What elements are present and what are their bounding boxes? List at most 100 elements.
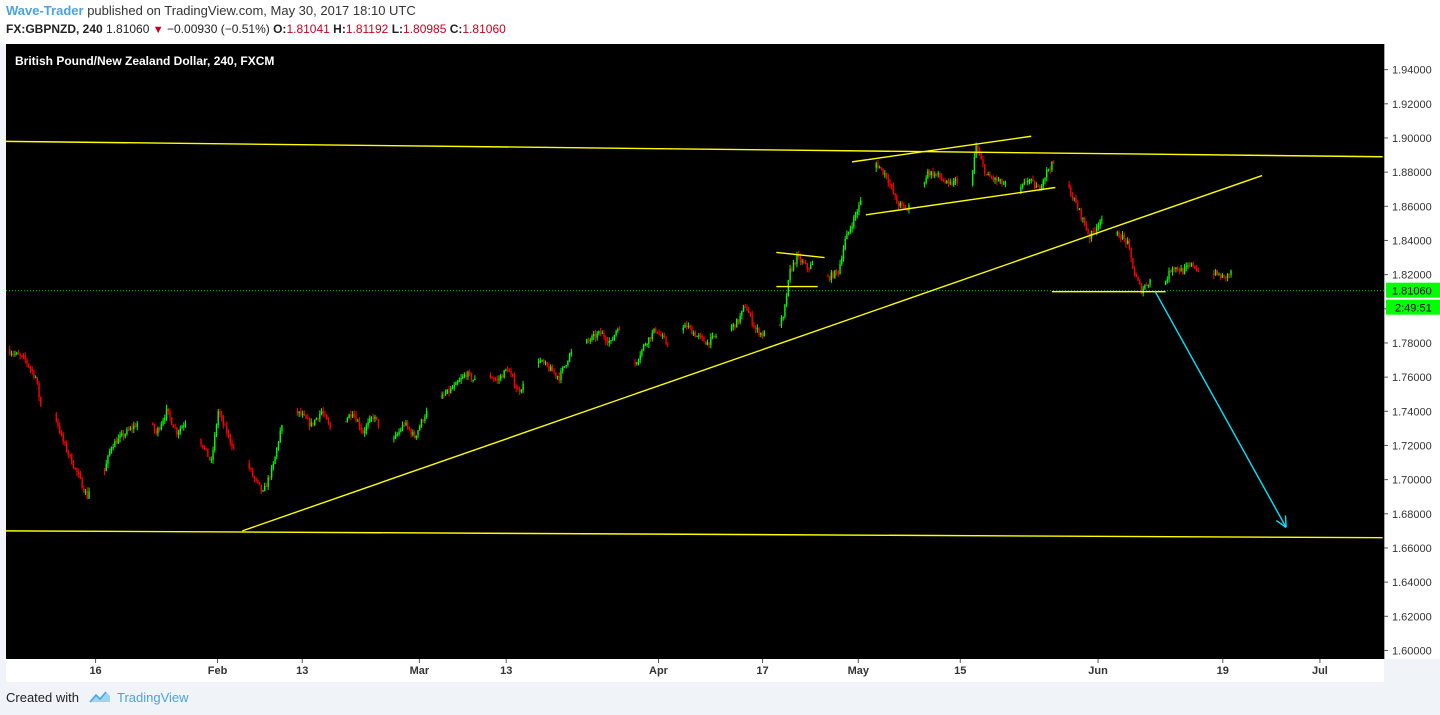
candle-body	[456, 382, 459, 384]
candle-body	[1121, 234, 1124, 239]
candle-body	[984, 164, 986, 174]
last-price: 1.81060	[106, 22, 150, 36]
candle-body	[312, 422, 314, 425]
candle-body	[854, 214, 857, 218]
candle-body	[1125, 238, 1127, 244]
trendline-2[interactable]	[5, 530, 1383, 539]
candle-body	[131, 427, 133, 430]
candle-body	[327, 419, 330, 424]
candle-body	[761, 332, 764, 337]
candle-body	[305, 415, 307, 419]
candle-body	[363, 430, 366, 434]
price-tick-label: 1.90000	[1392, 133, 1432, 145]
candle-body	[1032, 179, 1034, 181]
candle-body	[400, 429, 402, 432]
candle-body	[1147, 284, 1150, 286]
candle-body	[560, 370, 562, 381]
candle-body	[639, 355, 641, 360]
price-tick-label: 1.78000	[1392, 338, 1432, 350]
candle-body	[153, 424, 156, 431]
low-label: L:	[391, 22, 404, 36]
tradingview-logo-icon	[89, 691, 110, 703]
candle-body	[637, 359, 640, 363]
candle-body	[463, 374, 466, 377]
candle-body	[262, 490, 264, 492]
candle-body	[126, 429, 128, 435]
candle-body	[1176, 267, 1179, 270]
candle-body	[458, 380, 461, 383]
candle-body	[1025, 181, 1027, 183]
candle-body	[274, 456, 276, 465]
candle-body	[298, 411, 300, 414]
candle-body	[215, 425, 218, 435]
trendline-5[interactable]	[865, 186, 1056, 216]
candle-body	[648, 337, 650, 345]
candle-body	[251, 469, 254, 477]
candle-body	[1189, 265, 1191, 267]
time-tick-label: 19	[1217, 665, 1229, 677]
trendline-1[interactable]	[5, 140, 1383, 158]
candle-body	[498, 378, 500, 380]
author-link[interactable]: Wave-Trader	[6, 3, 84, 18]
candle-body	[971, 171, 974, 185]
candle-body	[684, 324, 686, 328]
chart-pane[interactable]: British Pound/New Zealand Dollar, 240, F…	[5, 44, 1384, 659]
trendline-3[interactable]	[242, 174, 1263, 532]
time-tick-label: 15	[954, 665, 966, 677]
candle-body	[841, 258, 843, 265]
candle-body	[171, 417, 173, 425]
candle-body	[229, 434, 231, 443]
candle-body	[422, 419, 424, 421]
candle-body	[610, 340, 612, 342]
candle-body	[1001, 179, 1003, 185]
price-axis[interactable]: 1.94000 1.92000 1.90000 1.88000 1.86000 1.840…	[1383, 44, 1440, 659]
candle-body	[892, 186, 895, 194]
tradingview-link[interactable]: TradingView	[117, 690, 189, 705]
candle-body	[990, 176, 993, 178]
candle-body	[420, 419, 423, 427]
candle-body	[644, 344, 647, 346]
candle-body	[1185, 266, 1187, 268]
candle-body	[989, 173, 991, 177]
candle-body	[208, 456, 211, 460]
footer: Created with TradingView	[0, 682, 1440, 715]
candle-body	[358, 420, 361, 428]
candle-body	[658, 333, 660, 335]
projection-arrow[interactable]	[1154, 291, 1287, 528]
candle-body	[568, 353, 571, 362]
candle-body	[134, 425, 137, 428]
candle-body	[1214, 270, 1217, 276]
candles-group	[6, 142, 1384, 500]
candle-body	[467, 371, 469, 377]
candle-body	[711, 335, 714, 337]
candle-body	[1168, 270, 1170, 280]
candle-body	[1182, 268, 1184, 274]
price-tick-label: 1.68000	[1392, 509, 1432, 521]
candle-body	[1070, 187, 1072, 197]
candle-body	[415, 435, 417, 438]
candle-body	[1049, 169, 1051, 171]
countdown-label: 2:49:51	[1395, 303, 1432, 315]
chart-header: Wave-Trader published on TradingView.com…	[0, 0, 1440, 44]
candle-body	[940, 177, 943, 180]
candle-body	[1139, 280, 1141, 284]
candle-body	[896, 195, 898, 204]
candle-body	[353, 414, 355, 416]
candle-body	[851, 226, 853, 229]
candle-body	[744, 306, 746, 308]
candle-body	[606, 341, 609, 343]
trendline-6[interactable]	[776, 251, 825, 259]
price-tick-label: 1.94000	[1392, 65, 1432, 77]
time-axis[interactable]: 16 Feb 13 Mar 13 Apr 17 May 15 Jun 19 Jul	[6, 659, 1384, 682]
candle-body	[694, 332, 697, 337]
candle-body	[858, 204, 860, 212]
candle-body	[1095, 227, 1098, 232]
candle-body	[956, 179, 958, 184]
candle-body	[69, 454, 71, 456]
candle-body	[549, 366, 552, 371]
price-chart[interactable]: British Pound/New Zealand Dollar, 240, F…	[5, 44, 1384, 659]
candle-body	[835, 270, 838, 272]
trendline-4[interactable]	[851, 135, 1032, 163]
candle-body	[556, 376, 559, 378]
candle-body	[1135, 275, 1138, 278]
